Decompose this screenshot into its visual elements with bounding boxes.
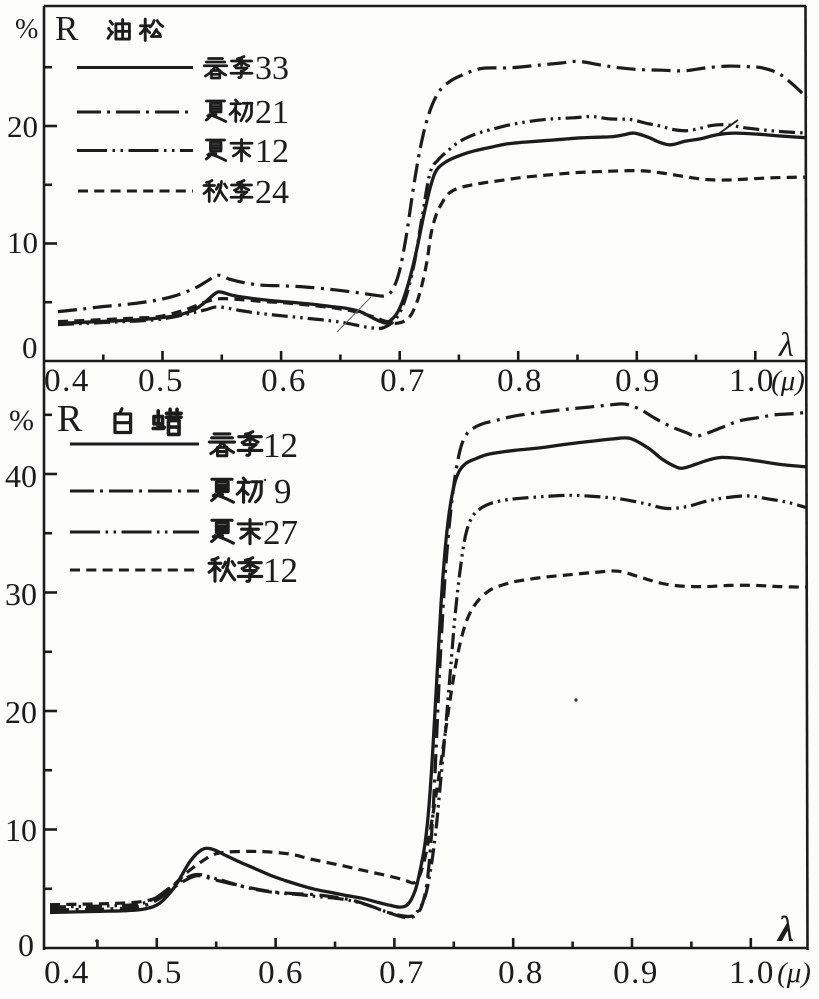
svg-text:1.0: 1.0 bbox=[729, 955, 775, 991]
svg-text:λ: λ bbox=[778, 327, 794, 364]
svg-text:(μ): (μ) bbox=[771, 365, 805, 397]
svg-text:0.4: 0.4 bbox=[44, 363, 90, 399]
svg-text:(μ): (μ) bbox=[777, 957, 811, 989]
svg-text:12: 12 bbox=[263, 426, 298, 465]
svg-text:0.9: 0.9 bbox=[613, 955, 659, 991]
svg-text:0.9: 0.9 bbox=[615, 363, 661, 399]
svg-text:9: 9 bbox=[274, 472, 292, 511]
svg-text:1.0: 1.0 bbox=[729, 363, 775, 399]
svg-text:27: 27 bbox=[263, 513, 298, 552]
svg-text:21: 21 bbox=[255, 94, 289, 131]
svg-text:12: 12 bbox=[263, 551, 298, 590]
svg-text:0.7: 0.7 bbox=[380, 363, 426, 399]
svg-text:λ: λ bbox=[776, 909, 794, 949]
svg-text:0.7: 0.7 bbox=[379, 955, 425, 991]
svg-text:0.4: 0.4 bbox=[44, 955, 90, 991]
svg-text:20: 20 bbox=[7, 109, 38, 144]
svg-text:20: 20 bbox=[5, 694, 37, 730]
svg-text:24: 24 bbox=[255, 174, 289, 211]
svg-text:0: 0 bbox=[18, 927, 34, 963]
svg-text:0.5: 0.5 bbox=[138, 363, 184, 399]
svg-text:10: 10 bbox=[7, 225, 38, 260]
svg-text:R: R bbox=[55, 9, 79, 48]
svg-text:%: % bbox=[9, 404, 34, 437]
svg-text:%: % bbox=[15, 14, 38, 45]
svg-text:0.6: 0.6 bbox=[261, 363, 307, 399]
svg-text:0: 0 bbox=[22, 330, 38, 365]
svg-text:10: 10 bbox=[5, 812, 37, 848]
svg-text:30: 30 bbox=[5, 576, 37, 612]
svg-text:0.6: 0.6 bbox=[258, 955, 304, 991]
svg-text:R: R bbox=[57, 398, 83, 440]
svg-text:0.5: 0.5 bbox=[137, 955, 183, 991]
svg-text:0.8: 0.8 bbox=[497, 363, 543, 399]
svg-text:0.8: 0.8 bbox=[498, 955, 544, 991]
svg-text:12: 12 bbox=[255, 133, 289, 170]
svg-text:33: 33 bbox=[255, 50, 289, 87]
svg-text:40: 40 bbox=[5, 458, 37, 494]
